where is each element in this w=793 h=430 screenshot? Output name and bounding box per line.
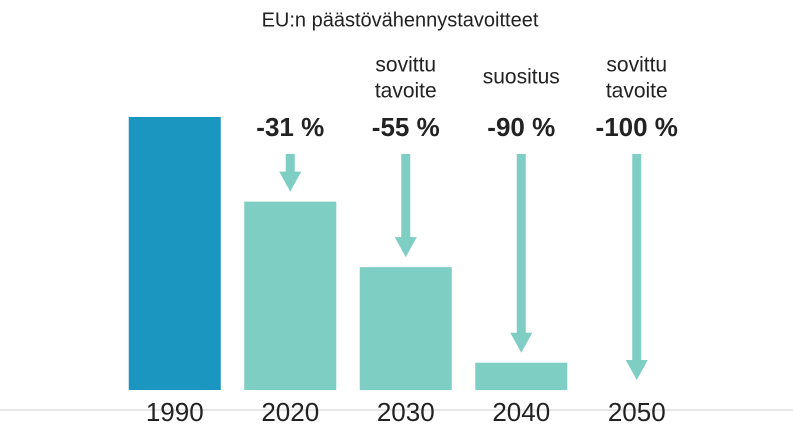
chart-title: EU:n päästövähennystavoitteet — [262, 9, 539, 31]
bar — [128, 117, 221, 390]
arrow-shaft — [285, 154, 295, 173]
arrow-shaft — [516, 154, 526, 334]
value-label: -100 % — [596, 112, 678, 142]
bar — [475, 362, 568, 390]
arrow-head — [279, 171, 302, 192]
annotation: sovittu — [375, 54, 436, 77]
annotation: tavoite — [606, 80, 668, 103]
x-tick-label: 2030 — [377, 397, 435, 427]
annotation: tavoite — [375, 80, 437, 103]
bar — [244, 201, 337, 390]
arrow-head — [510, 332, 533, 353]
arrow-shaft — [632, 154, 642, 361]
bar — [359, 267, 452, 390]
annotation: sovittu — [606, 54, 667, 77]
arrow-head — [625, 360, 648, 380]
arrow-shaft — [401, 154, 411, 239]
x-tick-label: 1990 — [146, 397, 204, 427]
value-label: -55 % — [372, 112, 440, 142]
x-tick-label: 2040 — [492, 397, 550, 427]
x-tick-label: 2020 — [261, 397, 319, 427]
arrow-head — [394, 237, 417, 258]
value-label: -90 % — [487, 112, 555, 142]
annotation: suositus — [483, 66, 560, 89]
x-tick-label: 2050 — [608, 397, 666, 427]
value-label: -31 % — [256, 112, 324, 142]
